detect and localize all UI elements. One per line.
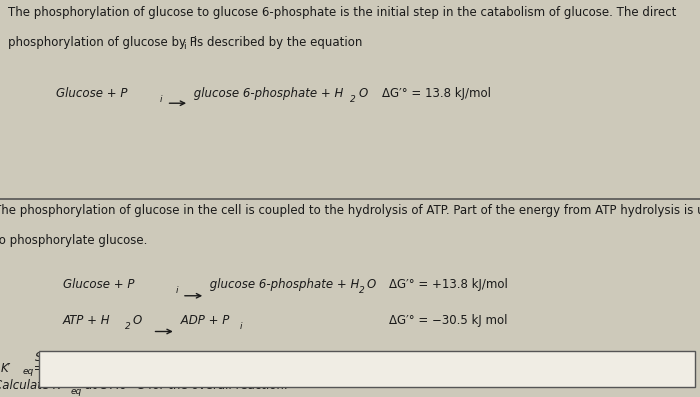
Text: 2: 2 <box>350 95 356 104</box>
Text: Sum: Glucose + ATP: Sum: Glucose + ATP <box>35 351 155 364</box>
Text: ADP + P: ADP + P <box>177 314 230 327</box>
Text: 2: 2 <box>359 286 365 295</box>
Text: eq: eq <box>71 387 82 396</box>
Text: Glucose + P: Glucose + P <box>56 87 127 100</box>
Text: O: O <box>367 278 376 291</box>
Text: The phosphorylation of glucose in the cell is coupled to the hydrolysis of ATP. : The phosphorylation of glucose in the ce… <box>0 204 700 218</box>
Text: i: i <box>239 322 242 331</box>
Text: =: = <box>30 362 43 375</box>
Text: glucose 6-phosphate + ADP: glucose 6-phosphate + ADP <box>239 351 408 364</box>
Text: Calculate K′: Calculate K′ <box>0 379 64 392</box>
Text: O: O <box>358 87 368 100</box>
Text: to phosphorylate glucose.: to phosphorylate glucose. <box>0 234 148 247</box>
Text: ATP + H: ATP + H <box>63 314 111 327</box>
Text: 2: 2 <box>125 322 131 331</box>
Text: ΔG′° = 13.8 kJ/mol: ΔG′° = 13.8 kJ/mol <box>382 87 491 100</box>
Text: i: i <box>160 95 162 104</box>
Text: Glucose + P: Glucose + P <box>63 278 134 291</box>
Text: is described by the equation: is described by the equation <box>190 36 363 49</box>
Text: glucose 6-phosphate + H: glucose 6-phosphate + H <box>206 278 360 291</box>
Text: K′: K′ <box>1 362 11 375</box>
Text: eq: eq <box>22 367 34 376</box>
Text: ΔG′° = +13.8 kJ/mol: ΔG′° = +13.8 kJ/mol <box>389 278 508 291</box>
Text: phosphorylation of glucose by P: phosphorylation of glucose by P <box>8 36 197 49</box>
Text: O: O <box>133 314 142 327</box>
Text: i: i <box>176 286 178 295</box>
Text: ΔG′° = −30.5 kJ mol: ΔG′° = −30.5 kJ mol <box>389 314 507 327</box>
Text: The phosphorylation of glucose to glucose 6-phosphate is the initial step in the: The phosphorylation of glucose to glucos… <box>8 6 677 19</box>
Text: at 37.0 °C for the overall reaction.: at 37.0 °C for the overall reaction. <box>81 379 288 392</box>
Text: glucose 6-phosphate + H: glucose 6-phosphate + H <box>190 87 344 100</box>
Text: i: i <box>183 42 186 51</box>
